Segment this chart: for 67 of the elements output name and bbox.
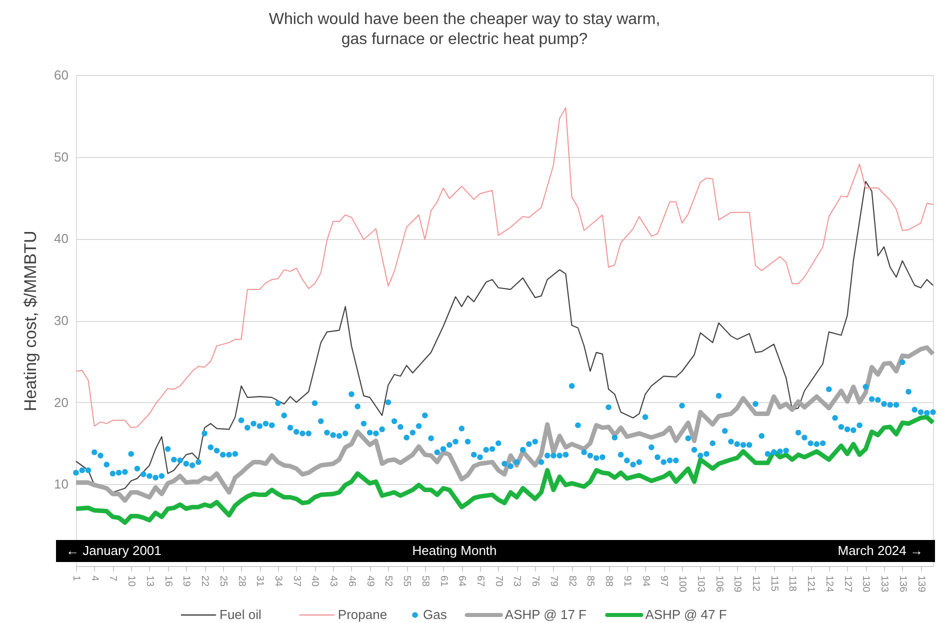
legend-label: Fuel oil — [220, 607, 262, 622]
x-tick-label: 10 — [126, 576, 137, 588]
x-tick-label: 67 — [474, 576, 486, 588]
y-tick-label: 60 — [54, 68, 68, 82]
x-tick-label: 40 — [309, 576, 320, 588]
legend-label: ASHP @ 17 F — [504, 607, 587, 622]
x-tick-label: 136 — [896, 576, 908, 593]
x-tick-label: 106 — [713, 576, 724, 593]
x-tick-label: 112 — [750, 576, 761, 592]
x-tick-label: 82 — [566, 576, 578, 588]
x-tick-label: 115 — [768, 576, 780, 592]
x-tick-label: 73 — [511, 576, 522, 588]
x-tick-label: 34 — [272, 576, 284, 588]
x-tick-label: 28 — [236, 576, 247, 588]
x-tick-label: 58 — [419, 576, 430, 588]
line-series — [74, 345, 936, 503]
x-tick-label: 109 — [732, 576, 743, 593]
x-tick-label: 100 — [676, 576, 688, 593]
x-tick-label: 64 — [456, 576, 468, 588]
x-tick-label: 94 — [640, 576, 651, 588]
x-tick-label: 43 — [328, 576, 339, 588]
x-tick-label: 16 — [162, 576, 174, 588]
x-tick-label: 70 — [492, 576, 504, 588]
y-axis-title: Heating cost, $/MMBTU — [21, 230, 40, 412]
x-tick-label: 76 — [530, 576, 541, 588]
x-tick-label: 85 — [584, 576, 596, 588]
legend-label: Propane — [338, 607, 388, 622]
y-tick-label: 50 — [54, 149, 68, 164]
annotation: ← January 2001 — [66, 543, 162, 558]
x-tick-label: 49 — [364, 576, 376, 588]
y-tick-label: 10 — [54, 476, 68, 492]
x-tick-label: 124 — [823, 576, 834, 593]
x-tick-label: 19 — [180, 576, 192, 588]
x-tick-label: 139 — [915, 576, 926, 593]
x-tick-label: 55 — [401, 576, 412, 588]
legend-label: ASHP @ 47 F — [645, 607, 727, 622]
line-series — [75, 107, 934, 428]
line-series — [75, 180, 934, 493]
x-tick-label: 121 — [805, 576, 816, 593]
x-tick-label: 127 — [842, 576, 853, 593]
annotation: March 2024 → — [838, 543, 923, 558]
x-tick-label: 13 — [144, 576, 155, 588]
x-tick-label: 97 — [658, 576, 670, 588]
x-tick-label: 22 — [199, 576, 210, 588]
legend-label: Gas — [423, 607, 448, 622]
x-tick-label: 88 — [603, 576, 614, 588]
y-tick-label: 30 — [54, 313, 68, 328]
y-tick-label: 40 — [54, 231, 68, 246]
chart-title: Which would have been the cheaper way to stay warm, gas furnace or electric heat pump? — [268, 11, 660, 48]
x-tick-label: 46 — [346, 576, 357, 588]
x-tick-label: 52 — [382, 576, 394, 588]
x-axis-title: Heating Month — [412, 543, 497, 558]
x-tick-label: 1 — [70, 576, 82, 582]
x-tick-label: 79 — [548, 576, 559, 588]
x-tick-label: 37 — [290, 576, 302, 588]
x-tick-label: 133 — [878, 576, 890, 593]
x-tick-label: 61 — [438, 576, 449, 588]
x-tick-label: 118 — [786, 576, 798, 592]
x-tick-label: 25 — [217, 576, 228, 588]
x-tick-label: 4 — [88, 576, 100, 582]
x-tick-label: 7 — [107, 576, 118, 582]
x-tick-label: 31 — [254, 576, 266, 588]
x-tick-label: 130 — [860, 576, 872, 593]
y-tick-label: 20 — [54, 394, 68, 410]
x-tick-label: 91 — [621, 576, 632, 588]
line-series — [74, 414, 936, 525]
x-tick-label: 103 — [694, 576, 706, 593]
